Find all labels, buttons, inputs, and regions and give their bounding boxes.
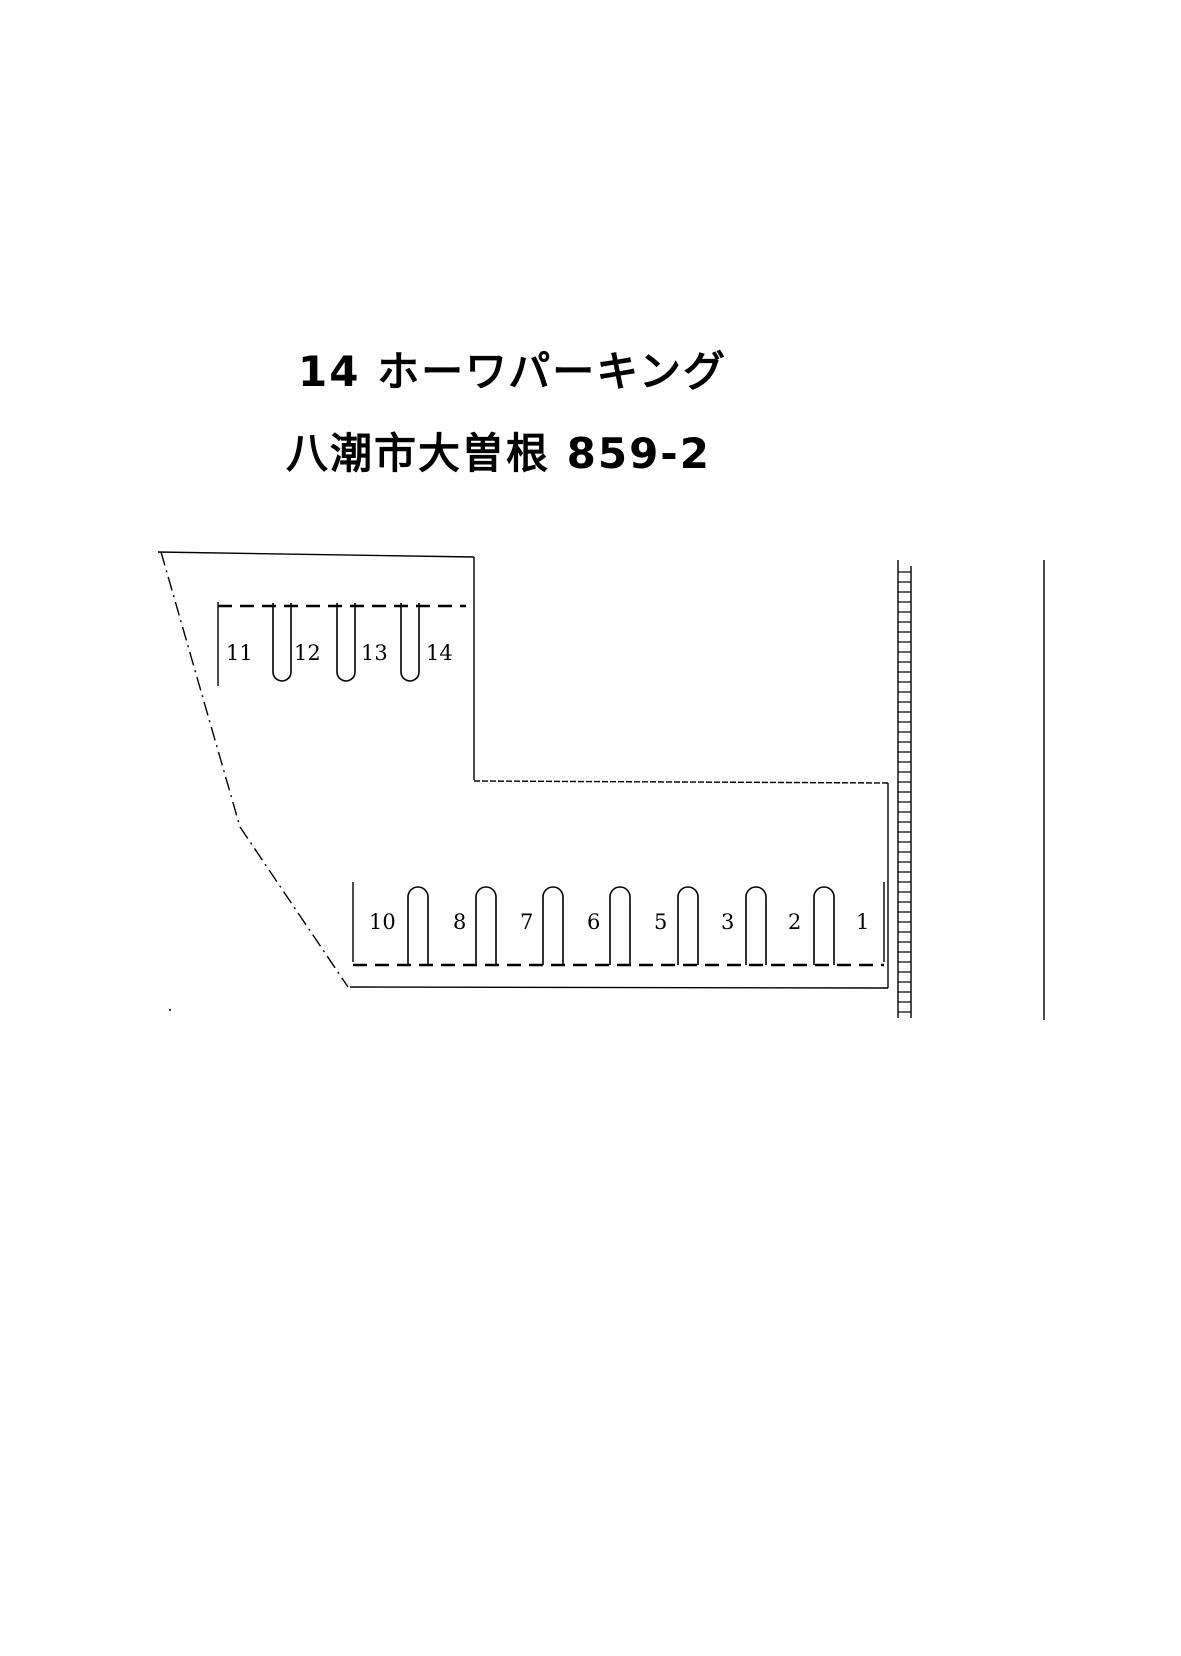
left-boundary-line — [160, 551, 349, 988]
space-number: 10 — [369, 910, 396, 934]
parking-address: 八潮市大曽根 859-2 — [286, 429, 711, 478]
space-number: 5 — [654, 910, 667, 934]
upper-divider — [400, 603, 420, 682]
lower-divider — [475, 886, 497, 965]
space-number: 12 — [294, 641, 321, 665]
space-number: 7 — [520, 910, 533, 934]
space-number: 13 — [361, 641, 388, 665]
lower-divider — [609, 886, 631, 965]
lower-divider — [677, 886, 699, 965]
space-number: 11 — [226, 641, 253, 665]
space-number: 2 — [788, 910, 801, 934]
lower-divider — [542, 886, 564, 965]
parking-title: 14 ホーワパーキング — [298, 347, 727, 396]
space-number: 14 — [426, 641, 453, 665]
bottom-boundary-line — [349, 986, 889, 989]
lower-parking-row: 10 8 7 6 5 3 2 1 — [352, 882, 885, 967]
space-number: 3 — [721, 910, 734, 934]
space-number: 6 — [587, 910, 600, 934]
top-boundary-line — [157, 551, 475, 558]
space-number: 8 — [453, 910, 466, 934]
step-boundary-line — [473, 780, 891, 784]
space-number: 1 — [856, 910, 869, 934]
stray-mark — [169, 1009, 171, 1011]
lower-divider — [745, 886, 767, 965]
upper-divider — [272, 603, 292, 682]
side-ditch — [897, 560, 912, 1018]
lower-divider — [407, 886, 429, 965]
upper-divider — [336, 603, 356, 682]
lower-divider — [813, 886, 835, 965]
upper-parking-row: 11 12 13 14 — [217, 602, 466, 686]
